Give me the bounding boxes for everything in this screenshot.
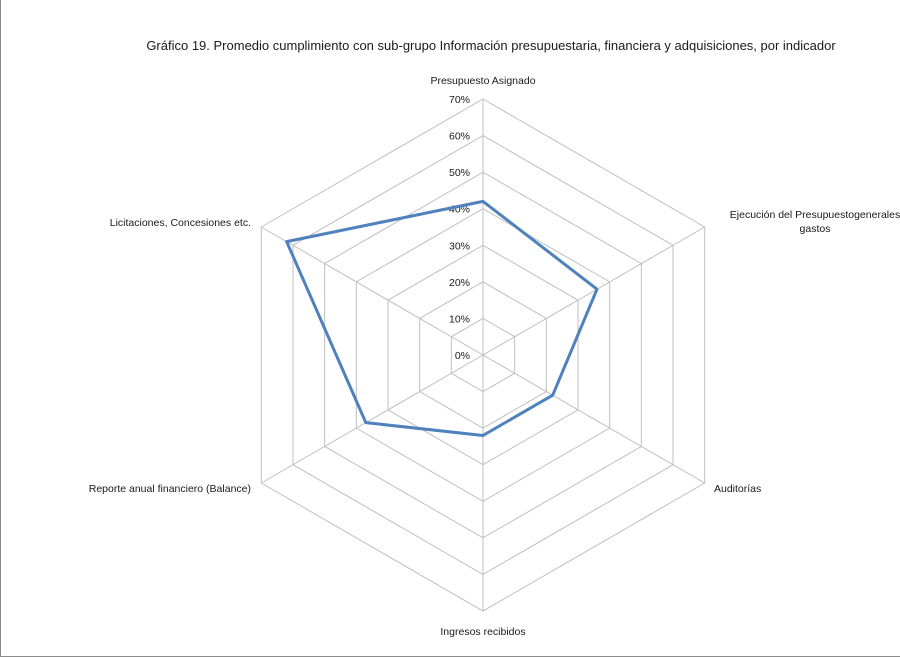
- grid-spoke: [482, 226, 705, 356]
- axis-label: Licitaciones, Concesiones etc.: [110, 217, 251, 229]
- axis-label: Presupuesto Asignado: [430, 75, 535, 87]
- axis-label: Ingresos recibidos: [440, 626, 525, 638]
- tick-label: 50%: [449, 167, 470, 179]
- chart-title: Gráfico 19. Promedio cumplimiento con su…: [146, 38, 836, 53]
- tick-label: 60%: [449, 131, 470, 143]
- series-group: [285, 199, 599, 437]
- axis-labels: Presupuesto Asignado Ejecución del Presup…: [89, 75, 900, 638]
- axis-label: Auditorías: [714, 483, 761, 495]
- axis-label: Ejecución del Presupuestogenerales gastos: [730, 209, 900, 235]
- tick-label: 20%: [449, 277, 470, 289]
- radar-grid: [260, 98, 706, 612]
- tick-label: 30%: [449, 240, 470, 252]
- series-line: [285, 199, 599, 437]
- grid-spoke: [261, 354, 484, 484]
- tick-label: 0%: [455, 350, 470, 362]
- tick-label: 70%: [449, 94, 470, 106]
- grid-spoke: [482, 354, 705, 484]
- grid-spoke: [261, 226, 484, 356]
- tick-label: 10%: [449, 313, 470, 325]
- tick-labels: 0%10%20%30%40%50%60%70%: [449, 94, 470, 362]
- axis-label: Reporte anual financiero (Balance): [89, 483, 251, 495]
